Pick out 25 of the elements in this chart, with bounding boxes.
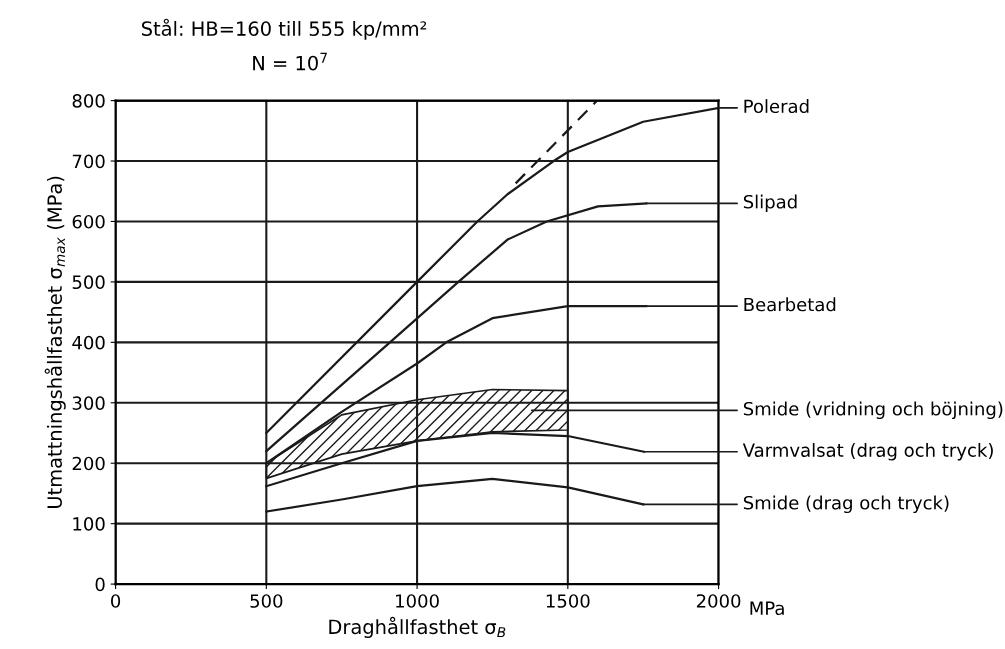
y-tick-label: 300: [72, 396, 105, 410]
chart-title: Stål: HB=160 till 555 kp/mm²: [141, 18, 427, 40]
y-tick-label: 500: [72, 275, 105, 290]
chart-subtitle: N = 10$^{7}$: [253, 52, 327, 71]
y-tick-label: 800: [72, 94, 105, 108]
y-tick-label: 600: [72, 214, 105, 229]
legend-label: Polerad: [744, 99, 809, 114]
x-tick-label: 0: [111, 594, 121, 608]
x-tick-label: 2000: [696, 594, 741, 608]
text: Slipad: [743, 194, 797, 213]
legend-label: Smide (vridning och böjning): [743, 401, 1003, 420]
x-tick-label: 500: [250, 594, 283, 608]
x-tick-label: 1500: [546, 594, 590, 608]
y-tick-label: 0: [95, 577, 105, 592]
text: Varmvalsat (drag och tryck): [742, 443, 993, 461]
y-tick-label: 100: [73, 517, 105, 531]
text: MPa: [750, 601, 784, 615]
y-tick-label: 200: [72, 456, 105, 471]
text: Smide (drag och tryck): [743, 495, 949, 514]
x-axis-title: Draghållfasthet σ$_{B}$: [329, 616, 506, 638]
y-tick-label: 400: [72, 335, 105, 350]
x-tick-label: 1000: [396, 594, 439, 608]
text: Bearbetad: [744, 297, 836, 312]
y-tick-label: 700: [72, 154, 105, 169]
y-axis-title: Utmattningshållfasthet σ$_{max}$ (MPa): [44, 176, 66, 508]
